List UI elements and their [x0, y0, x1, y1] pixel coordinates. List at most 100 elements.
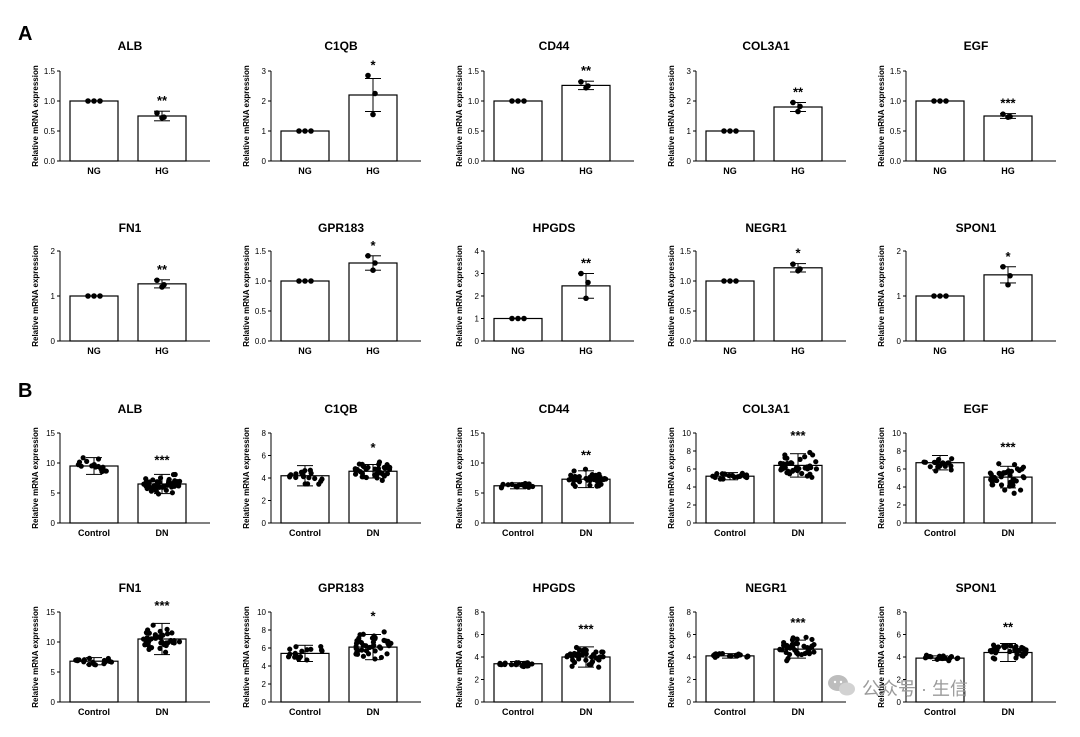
- data-point: [790, 99, 796, 106]
- data-point: [777, 647, 783, 653]
- data-point: [159, 484, 166, 490]
- data-point: [304, 481, 311, 487]
- y-tick-label: 0: [262, 519, 267, 528]
- data-point: [299, 648, 305, 654]
- data-point: [581, 649, 587, 655]
- data-point: [794, 640, 801, 647]
- data-point: [103, 659, 109, 665]
- data-point: [498, 485, 505, 491]
- x-category-label: Control: [289, 707, 321, 717]
- data-point: [157, 475, 164, 481]
- y-tick-label: 3: [687, 67, 692, 76]
- data-point: [933, 468, 939, 474]
- y-tick-label: 8: [475, 608, 480, 617]
- x-category-label: HG: [366, 166, 380, 176]
- x-category-label: HG: [579, 346, 593, 356]
- y-tick-label: 0: [897, 698, 902, 707]
- significance-marker: **: [157, 262, 168, 277]
- y-tick-label: 6: [262, 644, 267, 653]
- plot-title: EGF: [964, 39, 989, 53]
- data-point: [379, 477, 385, 483]
- y-tick-label: 6: [262, 452, 267, 461]
- data-point: [302, 128, 308, 134]
- x-category-label: Control: [714, 528, 746, 538]
- data-point: [1007, 472, 1013, 478]
- data-point: [521, 98, 527, 104]
- data-point: [530, 483, 536, 490]
- data-point: [585, 279, 591, 286]
- data-point: [948, 467, 954, 473]
- data-point: [1010, 482, 1016, 488]
- y-tick-label: 0.5: [680, 307, 692, 316]
- data-point: [524, 660, 530, 666]
- data-point: [308, 128, 314, 134]
- y-axis-label: Relative mRNA expression: [31, 606, 40, 708]
- data-point: [797, 103, 803, 110]
- y-tick-label: 4: [262, 662, 267, 671]
- subplot-a-hpgds: HPGDS Relative mRNA expression 0 1 2 3 4 NG HG **: [455, 221, 634, 356]
- data-point: [949, 456, 955, 462]
- data-point: [287, 646, 293, 652]
- data-point: [572, 473, 578, 480]
- data-point: [354, 638, 360, 644]
- data-point: [988, 471, 994, 477]
- bar-ng: [280, 280, 330, 342]
- data-point: [100, 464, 106, 470]
- subplot-b-alb: ALB Relative mRNA expression 0 5 10 15 Control…: [31, 402, 210, 538]
- data-point: [91, 661, 97, 667]
- data-point: [716, 651, 723, 657]
- significance-marker: *: [370, 440, 376, 455]
- significance-marker: ***: [154, 452, 170, 467]
- significance-marker: ***: [790, 428, 806, 443]
- y-axis-label: Relative mRNA expression: [877, 606, 886, 708]
- plot-title: FN1: [119, 221, 142, 235]
- subplot-a-negr1: NEGR1 Relative mRNA expression 0.0 0.5 1.0 1.…: [667, 221, 846, 356]
- data-point: [95, 463, 101, 470]
- y-tick-label: 8: [262, 429, 267, 438]
- data-point: [172, 471, 178, 478]
- data-point: [809, 636, 815, 643]
- y-tick-label: 2: [897, 676, 902, 685]
- bar-control: [705, 655, 755, 703]
- data-point: [360, 474, 366, 480]
- plot-title: SPON1: [956, 581, 997, 595]
- data-point: [353, 645, 359, 652]
- subplot-b-negr1: NEGR1 Relative mRNA expression 0 2 4 6 8 Contro…: [667, 581, 846, 717]
- data-point: [159, 639, 165, 645]
- data-point: [296, 655, 302, 662]
- y-tick-label: 5: [475, 489, 480, 498]
- y-tick-label: 10: [892, 429, 901, 438]
- y-tick-label: 0: [51, 698, 56, 707]
- y-axis-label: Relative mRNA expression: [667, 427, 676, 529]
- y-tick-label: 2: [897, 501, 902, 510]
- y-tick-label: 8: [897, 608, 902, 617]
- data-point: [927, 464, 933, 470]
- x-category-label: Control: [289, 528, 321, 538]
- significance-marker: **: [581, 63, 592, 78]
- data-point: [91, 98, 97, 104]
- data-point: [153, 488, 159, 494]
- data-point: [169, 630, 175, 636]
- data-point: [1011, 490, 1017, 496]
- data-point: [84, 458, 90, 465]
- y-tick-label: 6: [897, 631, 902, 640]
- y-tick-label: 0: [897, 337, 902, 346]
- y-tick-label: 6: [475, 631, 480, 640]
- data-point: [794, 467, 800, 474]
- data-point: [78, 463, 84, 469]
- x-category-label: HG: [1001, 166, 1015, 176]
- data-point: [1008, 643, 1014, 649]
- data-point: [152, 632, 158, 638]
- subplot-a-alb: ALB Relative mRNA expression 0.0 0.5 1.0 1.5 N…: [31, 39, 210, 176]
- data-point: [598, 481, 604, 487]
- data-point: [373, 472, 380, 478]
- data-point: [86, 661, 92, 668]
- data-point: [992, 647, 999, 654]
- data-point: [583, 295, 589, 302]
- x-category-label: NG: [723, 166, 737, 176]
- significance-marker: **: [157, 93, 168, 108]
- data-point: [74, 658, 81, 664]
- data-point: [318, 647, 325, 653]
- data-point: [316, 481, 322, 487]
